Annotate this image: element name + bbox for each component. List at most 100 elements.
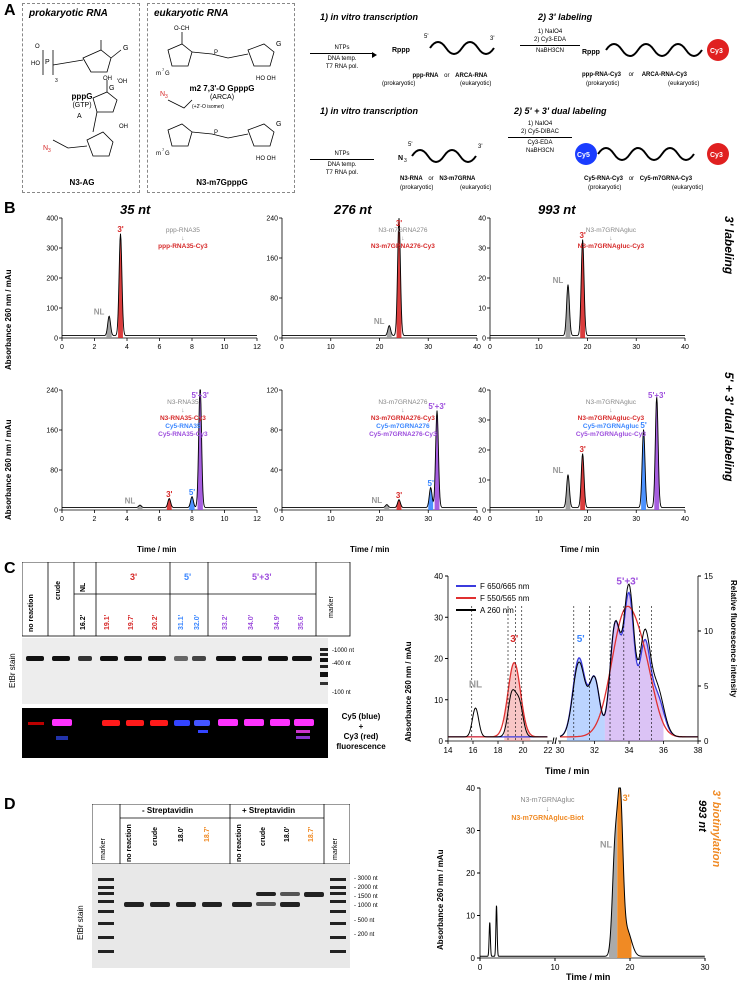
reagent: 1) NaIO4: [537, 29, 563, 35]
lane-20.2: 20.2': [152, 614, 159, 630]
svg-text:7: 7: [162, 67, 165, 72]
step2a: 2) 3' labeling: [538, 12, 593, 22]
x-tick-label: 30: [701, 963, 710, 970]
step1b: 1) in vitro transcription: [320, 106, 419, 116]
legend-line: Cy5-m7GRNAgluc: [583, 423, 639, 430]
x-tick-label: 0: [60, 344, 64, 351]
y-tick-label: 10: [466, 912, 475, 921]
marker-c-3: -100 nt: [332, 690, 351, 696]
lane-lbl-wrap: 19.7': [128, 615, 143, 637]
lane-lbl-wrap: 18.7': [308, 827, 323, 849]
d-lane-crude2: crude: [260, 826, 267, 846]
d-lane-18.0: 18.0': [178, 826, 185, 842]
n3m7-label: N3-m7GpppG: [196, 178, 248, 187]
legend-line: Cy5-m7GRNA276: [376, 423, 430, 430]
legend-line: N3-m7GRNA276: [378, 399, 428, 406]
x-tick-label: 14: [444, 746, 453, 755]
trace-line: [62, 233, 257, 337]
legend-label: F 650/665 nm: [480, 582, 530, 591]
lane-lbl-wrap: crude: [152, 827, 171, 853]
trace-line: [62, 389, 257, 509]
lane-35.6: 35.6': [298, 614, 305, 630]
lane-lbl-wrap: 16.2': [80, 615, 95, 637]
legend-line: Cy5-RNA35: [165, 423, 201, 430]
x-tick-label: 22: [544, 746, 553, 755]
cy3-badge: Cy3: [710, 48, 723, 55]
peak-label: 3': [166, 490, 172, 499]
d-lane-marker: marker: [100, 838, 107, 860]
x-tick-label: 18: [494, 746, 503, 755]
pppg-label: pppG: [71, 92, 93, 101]
legend-line: N3-m7GRNA276: [378, 227, 428, 234]
reagent: NTPs: [334, 151, 350, 157]
arrow-icon: [372, 52, 377, 58]
y-tick-label: 30: [434, 613, 443, 622]
y-tick-label: 240: [266, 216, 278, 223]
legend-line: Cy5-m7GRNAgluc-Cy3: [576, 431, 646, 438]
peak-label: NL: [371, 496, 382, 505]
y-tick-label: 0: [54, 336, 58, 343]
or-text: or: [628, 176, 635, 182]
chart-B-r2c1: 0 2 4 6 8 10 12 0 80 160 240 NL 3' 5' 5'+3': [46, 388, 261, 524]
lane-lbl-wrap: 31.1': [178, 615, 193, 637]
ivt-reagents-a: NTPs DNA temp. T7 RNA pol.: [310, 44, 374, 71]
lane-marker: marker: [328, 596, 335, 618]
peak-fill-NL: [565, 284, 571, 338]
euk-title: eukaryotic RNA: [154, 8, 229, 19]
caption-line: +: [358, 722, 364, 731]
lane-lbl-wrap: crude: [260, 827, 279, 853]
euk-a: (eukaryotic): [460, 81, 492, 87]
x-tick-label: 0: [488, 516, 492, 523]
panel-d-chart: 0 10 20 30 0 10 20 30 40 NL 3' N3-m7GRNAgluc ↓ N3-m7G…: [466, 784, 710, 970]
y-tick-label: 10: [478, 306, 486, 313]
d-ylabel-wrap: Absorbance 260 nm / mAu: [436, 850, 536, 959]
marker-c-1: -1000 nt: [332, 648, 355, 654]
dual-products: Cy5-RNA-Cy3 or Cy5-m7GRNA-Cy3: [584, 176, 692, 182]
y-tick-label: 30: [478, 246, 486, 253]
d-lane-crude: crude: [152, 826, 159, 846]
lane-16.2: 16.2': [80, 614, 87, 630]
x-tick-label: 16: [469, 746, 478, 755]
legend-line: N3-m7GRNA276-Cy3: [371, 415, 435, 422]
n3-rna: N3-RNA: [400, 176, 423, 182]
x-tick-label: 30: [556, 746, 565, 755]
peak-label: NL: [125, 497, 136, 506]
y-tick-label: 20: [466, 869, 475, 878]
lane-lbl-wrap: 19.1': [104, 615, 119, 637]
marker-d-2: - 2000 nt: [354, 885, 378, 891]
peak-label: 5': [428, 479, 434, 488]
y-tick-label: 40: [270, 468, 278, 475]
svg-text:G: G: [165, 71, 170, 77]
svg-text:HO OH: HO OH: [256, 76, 276, 82]
x-tick-label: 32: [590, 746, 599, 755]
label-nl: NL: [469, 679, 482, 690]
d-lane-18.0b: 18.0': [284, 826, 291, 842]
legend-line: N3-m7GRNAgluc-Biot: [511, 815, 584, 822]
legend-line: N3-m7GRNAgluc: [520, 797, 575, 804]
lane-lbl-wrap: NL: [80, 583, 89, 599]
svg-text:3: 3: [48, 148, 51, 154]
plus-strep: + Streptavidin: [242, 806, 296, 815]
group-nl: NL: [80, 582, 87, 592]
peak-label: 3': [117, 225, 123, 234]
peak-fill-5'+3': [197, 390, 203, 510]
prok-c: (prokaryotic): [588, 185, 622, 191]
d-lane-18.7: 18.7': [204, 826, 211, 842]
x-tick-label: 4: [125, 516, 129, 523]
y-tick-label: 0: [471, 954, 476, 963]
prok-a: (prokaryotic): [382, 81, 416, 87]
b-xlabel-1: Time / min: [137, 545, 177, 554]
step1a: 1) in vitro transcription: [320, 12, 419, 22]
y-tick-label: 160: [46, 428, 58, 435]
euk-a2: (eukaryotic): [668, 81, 700, 87]
ppp-rna: ppp-RNA: [412, 73, 439, 79]
y-tick-label: 10: [434, 696, 443, 705]
rna-products-b: N3-RNA or N3-m7GRNA: [400, 176, 475, 182]
x-tick-label: 20: [626, 963, 635, 970]
panel-c-letter: C: [4, 560, 16, 577]
trace-line: [490, 396, 685, 509]
cy5-rna-cy3: Cy5-RNA-Cy3: [584, 176, 624, 182]
y-tick-label: 0: [274, 336, 278, 343]
etbr-d-wrap: EtBr stain: [76, 905, 111, 949]
arca-rna-cy3: ARCA-RNA-Cy3: [641, 72, 688, 78]
